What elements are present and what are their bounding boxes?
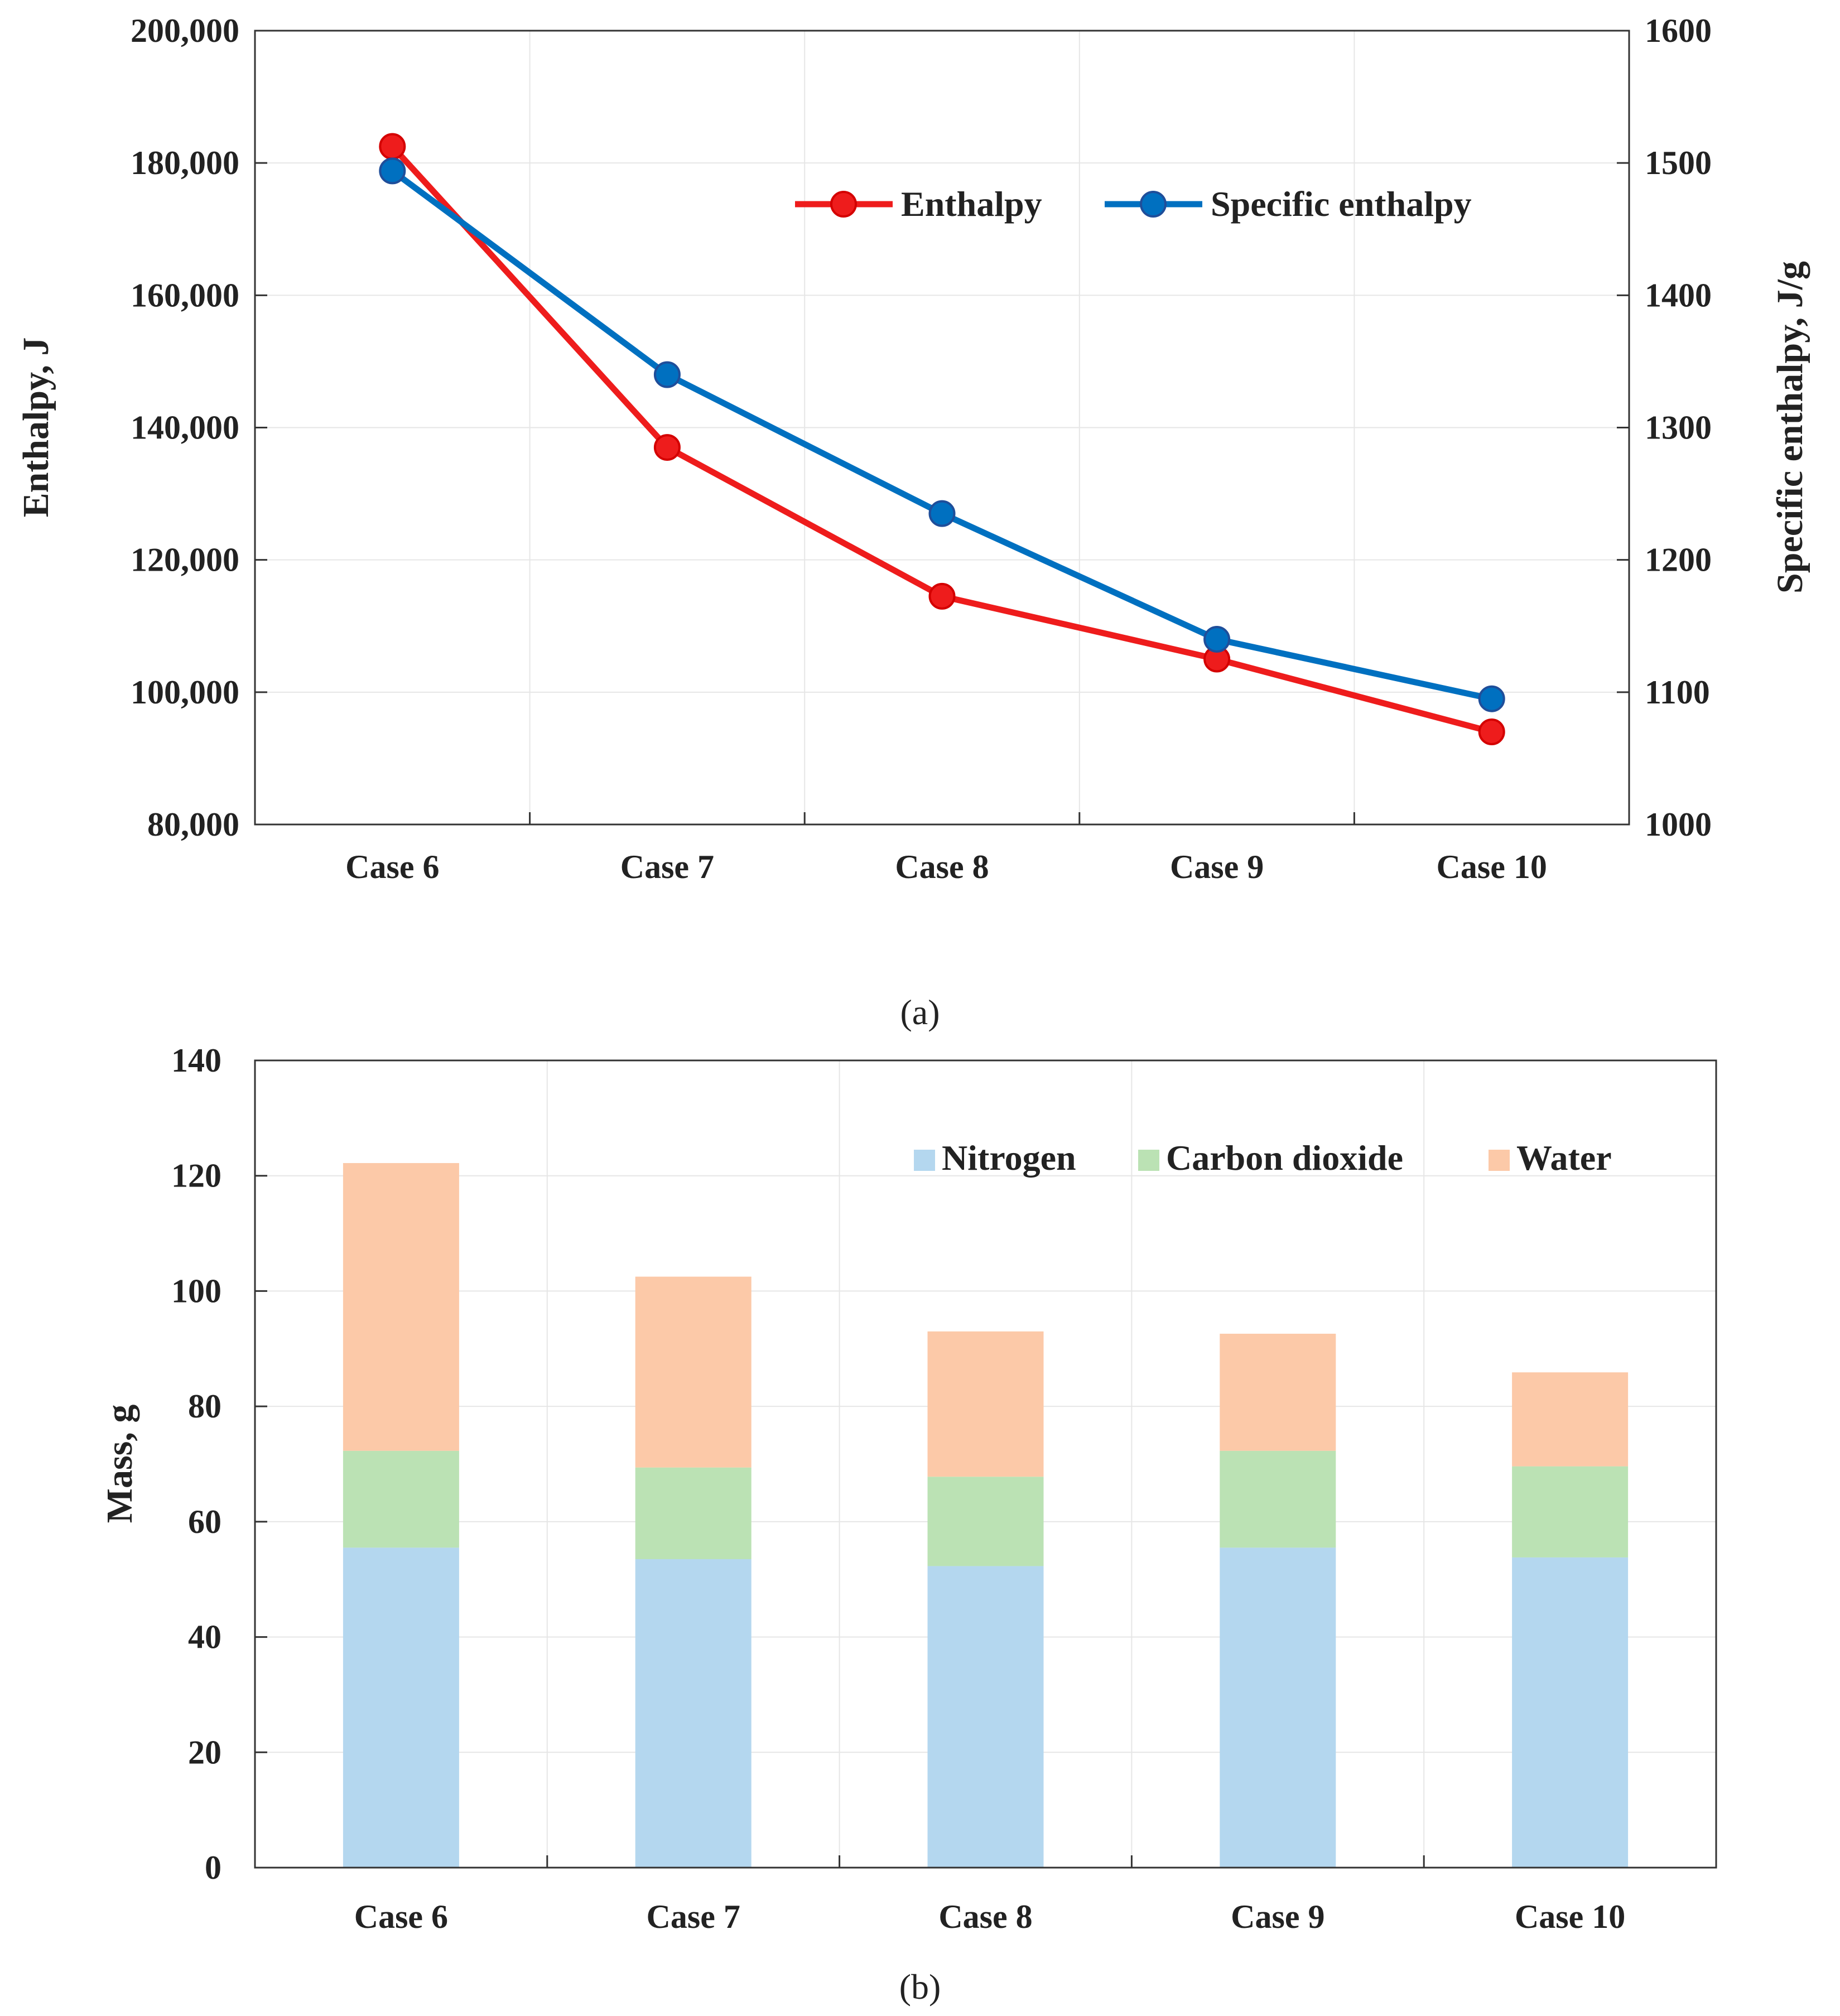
bar-water-case-7 [635, 1276, 752, 1468]
chart-a-right-tick-label: 1300 [1645, 409, 1712, 446]
legend-marker-specific-enthalpy [1140, 191, 1167, 218]
bar-nitrogen-case-10 [1512, 1557, 1629, 1868]
chart-b-caption: (b) [899, 1967, 941, 2007]
series-point-specific-enthalpy [1203, 625, 1231, 653]
chart-b-x-tick-label: Case 8 [938, 1898, 1032, 1935]
bar-water-case-8 [927, 1331, 1044, 1477]
chart-b-left-tick-label: 80 [188, 1388, 221, 1425]
chart-a-left-tick-label: 160,000 [131, 277, 239, 314]
legend-label-water: Water [1516, 1138, 1612, 1178]
chart-b-x-tick-label: Case 9 [1231, 1898, 1324, 1935]
legend-label-nitrogen: Nitrogen [942, 1138, 1076, 1178]
chart-a-right-tick-label: 1400 [1645, 277, 1712, 314]
chart-b-left-tick-label: 100 [171, 1272, 221, 1309]
series-line-enthalpy [390, 144, 1493, 735]
chart-a-x-tick-label: Case 8 [895, 848, 989, 885]
bar-water-case-9 [1220, 1333, 1336, 1451]
legend-swatch-nitrogen [914, 1150, 935, 1171]
chart-a-left-tick-label: 180,000 [131, 144, 239, 181]
chart-a-left-tick-label: 140,000 [131, 409, 239, 446]
chart-a-left-tick-label: 80,000 [147, 806, 239, 843]
chart-a-right-ticks: 1000 1100 1200 1300 1400 1500 1600 [1617, 12, 1712, 843]
series-line-specific-enthalpy [391, 168, 1492, 702]
series-point-enthalpy [928, 582, 956, 610]
chart-a-x-ticks: Case 6 Case 7 Case 8 Case 9 Case 10 [345, 812, 1547, 885]
chart-a-legend: Enthalpy Specific enthalpy [795, 184, 1472, 224]
chart-a-left-tick-label: 120,000 [131, 542, 239, 578]
legend-marker-enthalpy [830, 191, 857, 218]
series-point-specific-enthalpy [1478, 685, 1505, 712]
chart-b-left-tick-label: 40 [188, 1619, 221, 1656]
series-point-specific-enthalpy [653, 361, 681, 388]
legend-label-enthalpy: Enthalpy [901, 184, 1042, 224]
chart-b-x-tick-label: Case 6 [354, 1898, 448, 1935]
chart-b-left-tick-label: 0 [205, 1849, 221, 1886]
chart-a-right-tick-label: 1000 [1645, 806, 1712, 843]
bar-nitrogen-case-6 [343, 1547, 459, 1868]
chart-a-series [379, 133, 1505, 745]
chart-b-plot-frame [254, 1059, 1717, 1869]
chart-a-right-tick-label: 1200 [1645, 542, 1712, 578]
bar-nitrogen-case-9 [1220, 1547, 1336, 1868]
series-point-enthalpy [1478, 718, 1505, 745]
chart-a-right-tick-label: 1600 [1645, 12, 1712, 49]
chart-b-bars [343, 1163, 1629, 1868]
chart-b-x-tick-label: Case 7 [647, 1898, 740, 1935]
series-point-specific-enthalpy [928, 500, 956, 527]
legend-label-specific-enthalpy: Specific enthalpy [1211, 184, 1472, 224]
chart-b-x-ticks: Case 6 Case 7 Case 8 Case 9 Case 10 [354, 1855, 1625, 1935]
chart-a-x-tick-label: Case 10 [1437, 848, 1547, 885]
chart-a-y2-axis-label: Specific enthalpy, J/g [1770, 261, 1810, 594]
bar-water-case-6 [343, 1163, 459, 1451]
chart-a-left-tick-label: 100,000 [131, 674, 239, 711]
chart-b-left-ticks: 0 20 40 60 80 100 120 140 [171, 1042, 267, 1886]
chart-b-left-tick-label: 20 [188, 1734, 221, 1771]
legend-label-carbon-dioxide: Carbon dioxide [1166, 1138, 1403, 1178]
series-point-enthalpy [653, 434, 681, 461]
bar-carbon-dioxide-case-10 [1512, 1466, 1629, 1557]
chart-a-plot-frame [254, 30, 1630, 826]
chart-a-caption: (a) [900, 992, 940, 1032]
series-point-specific-enthalpy [379, 157, 406, 185]
chart-b-left-tick-label: 120 [171, 1157, 221, 1194]
chart-a-x-tick-label: Case 6 [345, 848, 439, 885]
bar-carbon-dioxide-case-9 [1220, 1450, 1336, 1548]
bar-carbon-dioxide-case-6 [343, 1450, 459, 1548]
chart-a-right-tick-label: 1100 [1645, 674, 1710, 711]
chart-b-y-axis-label: Mass, g [99, 1405, 140, 1523]
bar-nitrogen-case-8 [927, 1566, 1044, 1868]
chart-b-left-tick-label: 60 [188, 1503, 221, 1540]
series-point-enthalpy [379, 133, 406, 160]
bar-carbon-dioxide-case-7 [635, 1467, 752, 1560]
chart-a-left-ticks: 80,000 100,000 120,000 140,000 160,000 180,00… [131, 12, 267, 843]
bar-water-case-10 [1512, 1372, 1629, 1467]
chart-a-enthalpy: 80,000 100,000 120,000 140,000 160,000 180,00… [16, 12, 1810, 1032]
chart-a-y-axis-label: Enthalpy, J [16, 337, 56, 518]
chart-b-left-tick-label: 140 [171, 1042, 221, 1079]
legend-swatch-water [1489, 1150, 1510, 1171]
chart-a-x-tick-label: Case 9 [1170, 848, 1264, 885]
chart-a-x-tick-label: Case 7 [620, 848, 714, 885]
bar-nitrogen-case-7 [635, 1559, 752, 1868]
bar-carbon-dioxide-case-8 [927, 1477, 1044, 1566]
legend-swatch-carbon-dioxide [1138, 1150, 1159, 1171]
chart-a-right-tick-label: 1500 [1645, 144, 1712, 181]
chart-b-x-tick-label: Case 10 [1515, 1898, 1625, 1935]
chart-a-gridlines [255, 31, 1629, 824]
chart-a-left-tick-label: 200,000 [131, 12, 239, 49]
chart-b-legend: Nitrogen Carbon dioxide Water [914, 1138, 1612, 1178]
